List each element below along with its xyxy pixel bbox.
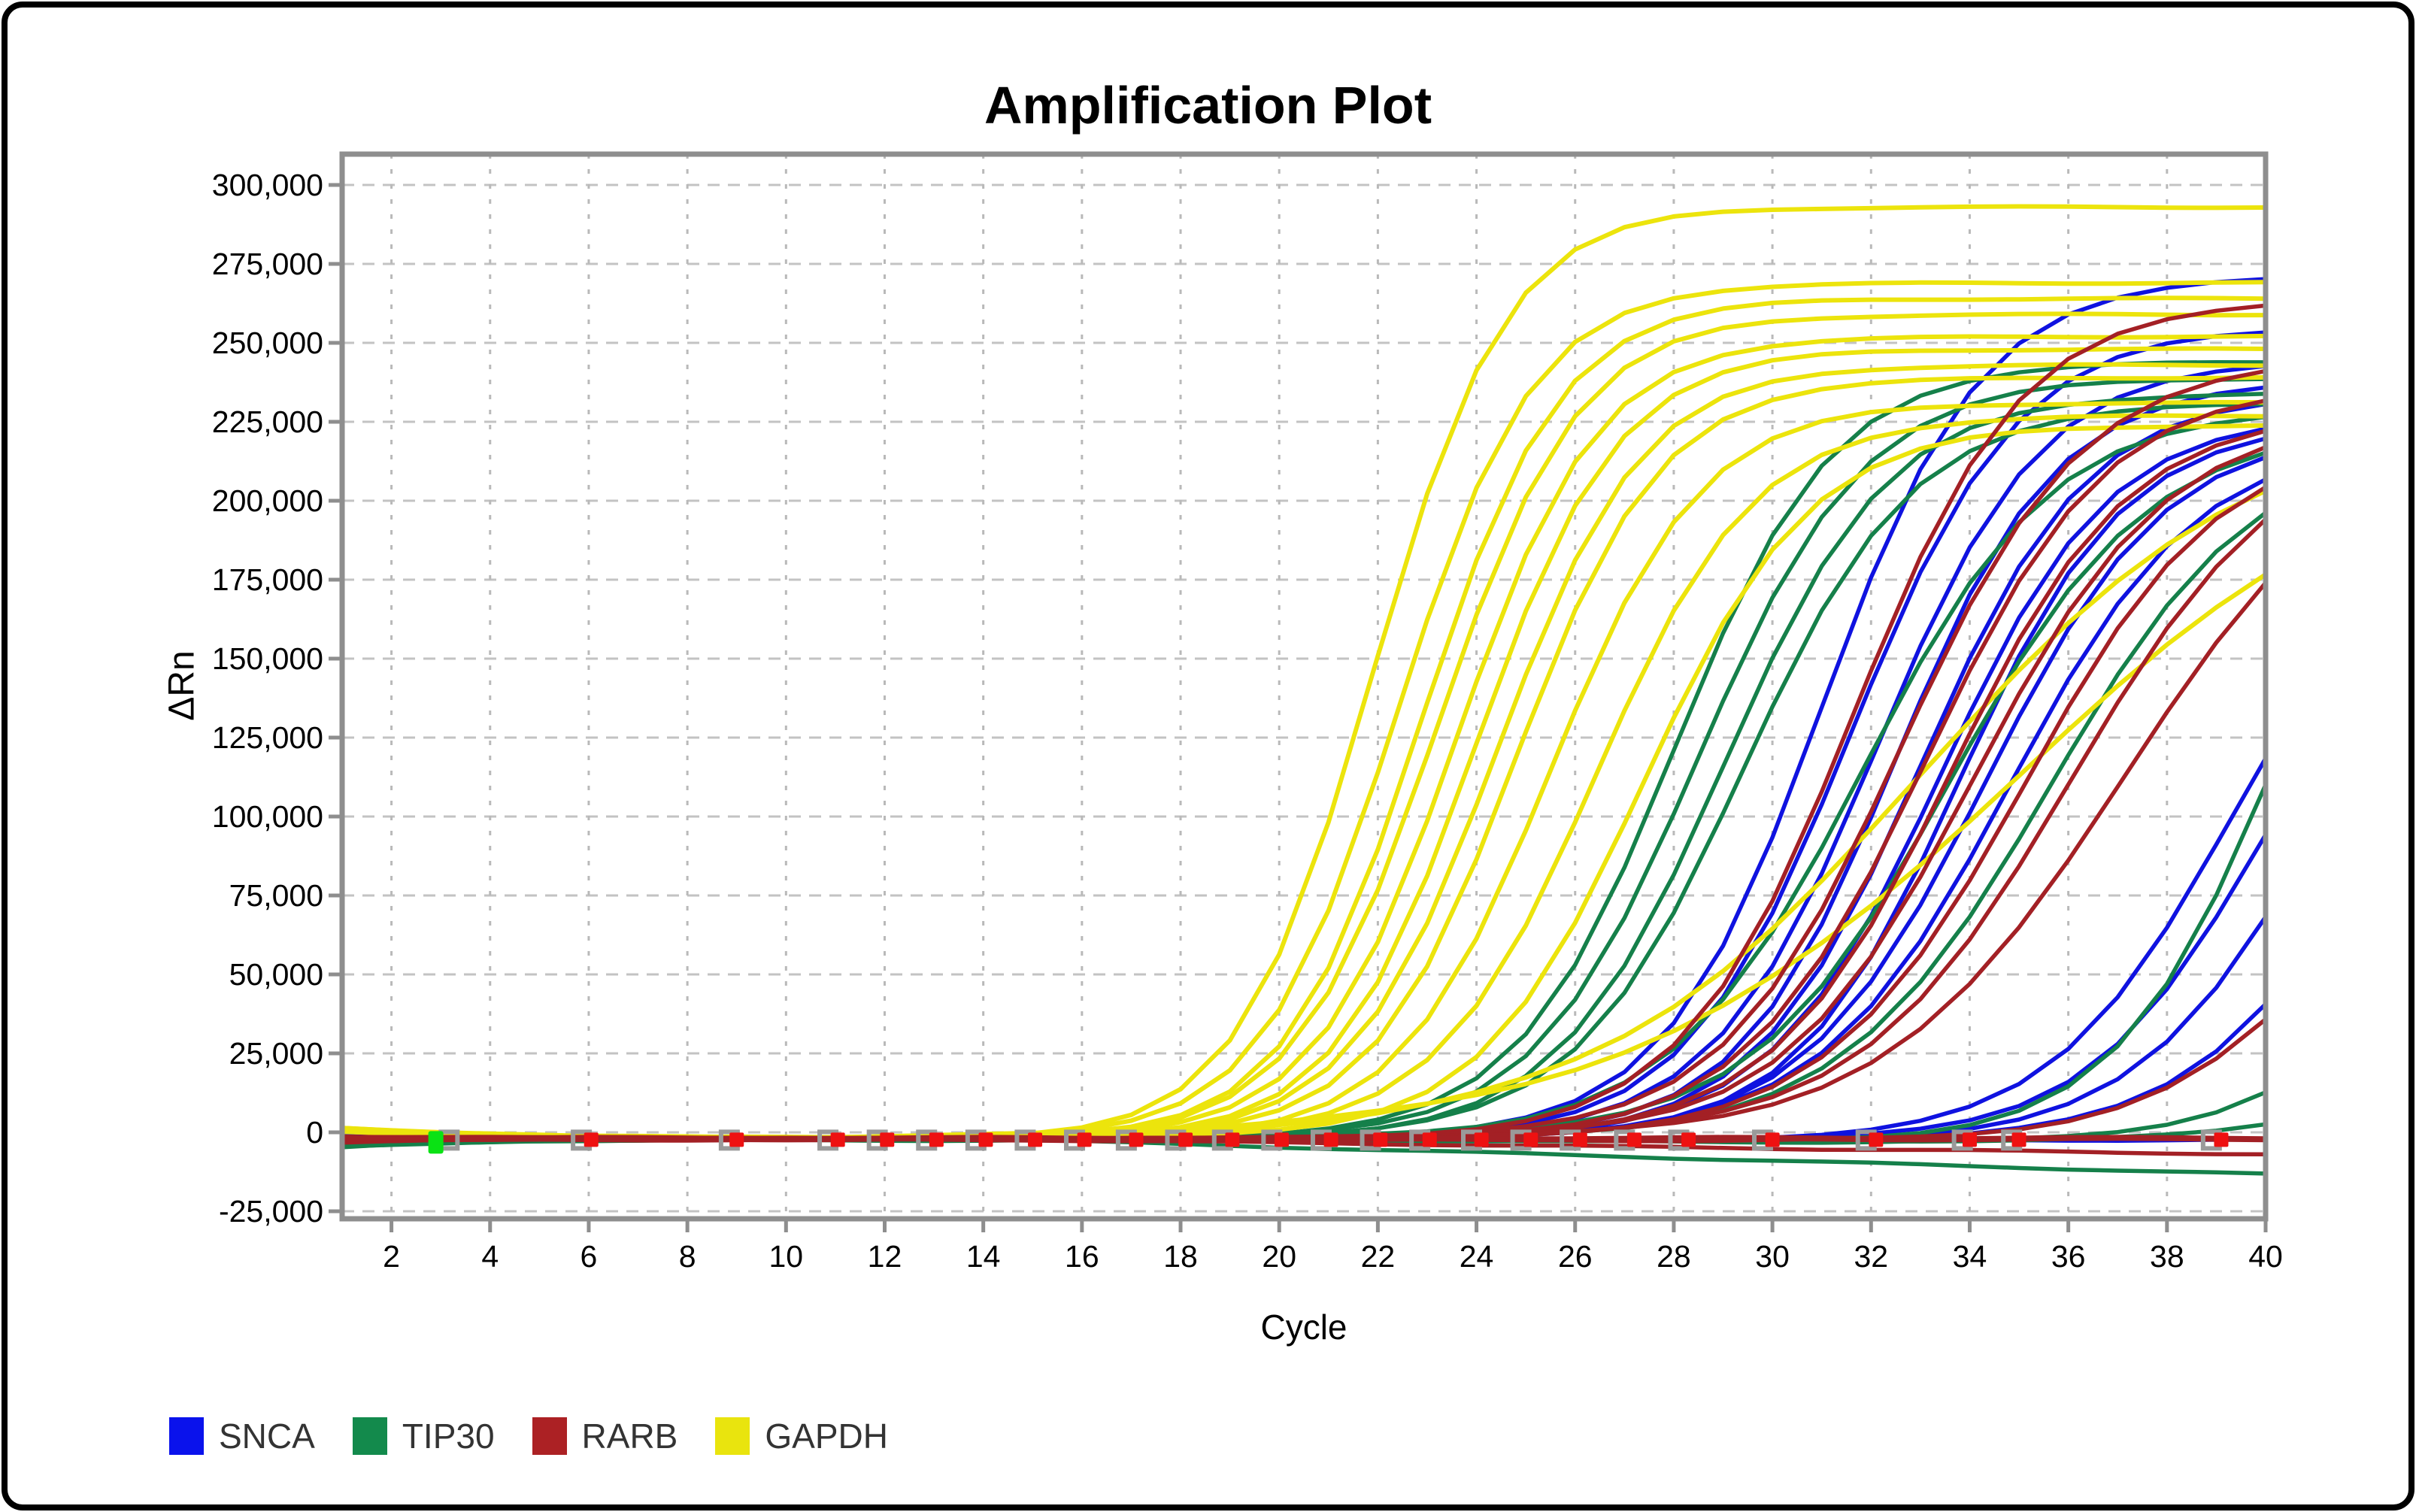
red-flag-marker — [1681, 1132, 1696, 1147]
y-tick-label: 150,000 — [212, 641, 323, 676]
y-tick-label: 125,000 — [212, 720, 323, 755]
curve-rarb — [342, 444, 2266, 1142]
x-tick-label: 26 — [1558, 1239, 1593, 1274]
red-flag-marker — [1077, 1132, 1092, 1147]
page-title: Amplification Plot — [984, 76, 1432, 135]
y-axis-title: ΔRn — [162, 650, 202, 721]
x-tick-label: 18 — [1163, 1239, 1198, 1274]
x-tick-label: 14 — [966, 1239, 1001, 1274]
x-axis-title: Cycle — [1260, 1307, 1347, 1347]
red-flag-marker — [1474, 1132, 1489, 1147]
tip30-color-swatch — [352, 1417, 387, 1455]
red-flag-marker — [1523, 1132, 1538, 1147]
curve-tip30 — [342, 377, 2266, 1147]
red-flag-marker — [1765, 1132, 1780, 1147]
x-tick-label: 8 — [679, 1239, 696, 1274]
red-flag-marker — [1323, 1132, 1338, 1147]
rarb-color-swatch — [532, 1417, 567, 1455]
green-flag-marker — [428, 1131, 444, 1154]
x-tick-label: 6 — [581, 1239, 598, 1274]
legend-item-tip30: TIP30 — [352, 1416, 495, 1456]
legend-label-tip30: TIP30 — [402, 1417, 495, 1456]
snca-color-swatch — [169, 1417, 204, 1455]
y-tick-label: 275,000 — [212, 247, 323, 281]
x-tick-label: 16 — [1065, 1239, 1099, 1274]
y-tick-label: 50,000 — [229, 957, 323, 992]
red-flag-marker — [2214, 1132, 2229, 1147]
x-tick-label: 2 — [383, 1239, 400, 1274]
red-flag-marker — [1572, 1132, 1587, 1147]
red-flag-marker — [1129, 1132, 1144, 1147]
red-flag-marker — [830, 1132, 845, 1147]
red-flag-marker — [729, 1132, 744, 1147]
y-tick-label: 225,000 — [212, 405, 323, 439]
y-tick-label: 25,000 — [229, 1036, 323, 1071]
x-tick-label: 28 — [1657, 1239, 1691, 1274]
red-flag-marker — [1274, 1132, 1289, 1147]
x-tick-label: 10 — [769, 1239, 804, 1274]
x-tick-label: 4 — [481, 1239, 499, 1274]
red-flag-marker — [584, 1132, 599, 1147]
x-tick-label: 22 — [1361, 1239, 1396, 1274]
curve-rarb — [342, 1135, 2266, 1143]
amplification-curves — [342, 204, 2266, 1176]
curve-rarb — [342, 517, 2266, 1141]
curve-tip30 — [342, 511, 2266, 1147]
y-tick-label: 100,000 — [212, 799, 323, 834]
x-tick-label: 36 — [2051, 1239, 2086, 1274]
red-flag-marker — [1422, 1132, 1437, 1147]
x-tick-label: 12 — [868, 1239, 902, 1274]
curve-rarb — [342, 1137, 2266, 1156]
y-tick-label: 175,000 — [212, 562, 323, 597]
x-tick-label: 32 — [1854, 1239, 1888, 1274]
x-tick-label: 40 — [2248, 1239, 2283, 1274]
curve-gapdh — [342, 413, 2266, 1141]
red-flag-marker — [2011, 1132, 2026, 1147]
legend-item-snca: SNCA — [169, 1416, 315, 1456]
y-tick-label: 200,000 — [212, 483, 323, 518]
curve-tip30 — [342, 414, 2266, 1145]
red-flag-marker — [929, 1132, 944, 1147]
y-tick-label: -25,000 — [219, 1194, 323, 1229]
red-flag-marker — [1962, 1132, 1977, 1147]
y-tick-label: 250,000 — [212, 326, 323, 360]
curve-snca — [342, 832, 2266, 1144]
curve-snca — [342, 455, 2266, 1142]
red-flag-marker — [1373, 1132, 1388, 1147]
legend: SNCA TIP30 RARB GAPDH — [169, 1416, 888, 1456]
curve-snca — [342, 436, 2266, 1142]
x-tick-label: 38 — [2150, 1239, 2184, 1274]
legend-label-rarb: RARB — [581, 1417, 678, 1456]
red-flag-marker — [1869, 1132, 1884, 1147]
y-tick-label: 0 — [306, 1115, 323, 1150]
y-tick-label: 75,000 — [229, 878, 323, 913]
x-tick-label: 30 — [1755, 1239, 1790, 1274]
y-tick-label: 300,000 — [212, 168, 323, 202]
x-tick-label: 34 — [1953, 1239, 1987, 1274]
baseline-flag-markers — [428, 1129, 2229, 1154]
x-tick-label: 20 — [1262, 1239, 1296, 1274]
plot-axes: 300,000275,000250,000225,000200,000175,0… — [212, 151, 2283, 1274]
legend-label-snca: SNCA — [219, 1417, 315, 1456]
curve-gapdh — [342, 423, 2266, 1141]
gapdh-color-swatch — [715, 1417, 750, 1455]
legend-item-gapdh: GAPDH — [715, 1416, 888, 1456]
x-tick-label: 24 — [1460, 1239, 1494, 1274]
red-flag-marker — [1178, 1132, 1193, 1147]
curve-gapdh — [342, 204, 2266, 1141]
red-flag-marker — [1626, 1132, 1641, 1147]
legend-item-rarb: RARB — [532, 1416, 678, 1456]
legend-label-gapdh: GAPDH — [765, 1417, 888, 1456]
red-flag-marker — [1225, 1132, 1240, 1147]
red-flag-marker — [880, 1132, 895, 1147]
curve-rarb — [342, 580, 2266, 1145]
red-flag-marker — [1028, 1132, 1043, 1147]
red-flag-marker — [978, 1132, 993, 1147]
